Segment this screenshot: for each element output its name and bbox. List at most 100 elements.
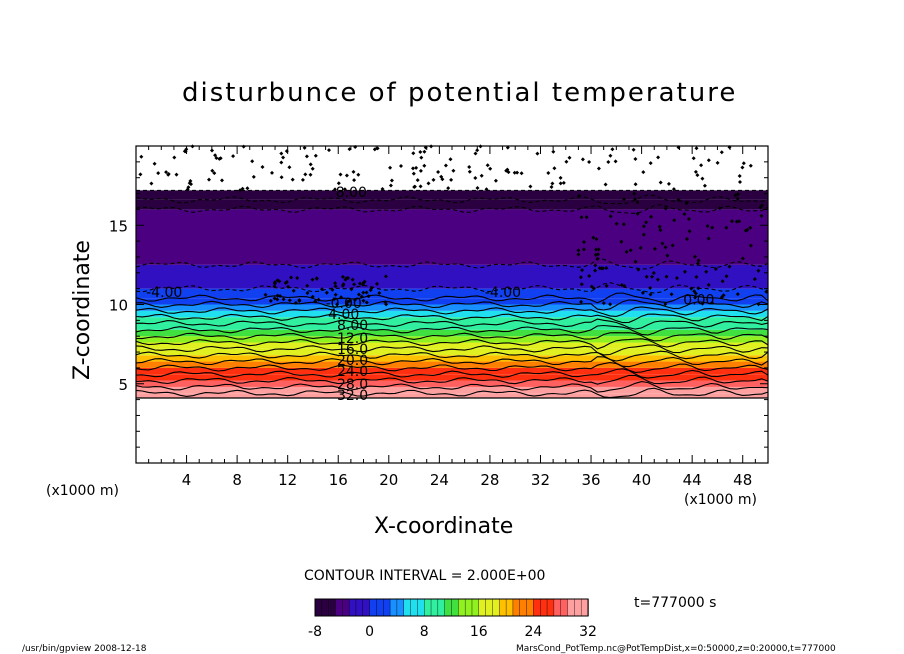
noise-dot: [633, 259, 638, 264]
noise-dot: [359, 294, 364, 299]
noise-dot: [366, 294, 371, 299]
contour-line: [135, 344, 769, 356]
noise-dot: [652, 246, 657, 251]
colorbar-cell: [369, 598, 378, 617]
noise-dot: [291, 288, 296, 293]
noise-dot: [324, 290, 329, 295]
noise-dot: [614, 221, 619, 226]
noise-dot: [250, 159, 255, 164]
noise-dot: [591, 286, 596, 291]
x-tick-label: 28: [480, 471, 499, 489]
noise-dot: [635, 200, 640, 205]
contour-line: [135, 381, 769, 393]
noise-dot: [748, 163, 753, 168]
noise-dot: [735, 292, 740, 297]
noise-dot: [603, 182, 608, 187]
noise-dot: [284, 149, 289, 154]
noise-dot: [361, 282, 365, 287]
noise-dot: [580, 268, 585, 273]
colorbar-cell: [424, 598, 432, 617]
noise-dot: [287, 165, 292, 170]
x-unit-right: (x1000 m): [684, 492, 757, 508]
y-tick-label: 5: [118, 376, 128, 394]
noise-dot: [704, 269, 709, 274]
noise-dot: [613, 159, 618, 164]
noise-dot: [436, 170, 441, 174]
colorbar-cell: [417, 598, 425, 617]
noise-dot: [313, 153, 318, 158]
noise-dot: [663, 302, 668, 307]
noise-dot: [693, 254, 697, 259]
contour-line: [135, 324, 769, 336]
noise-dot: [356, 292, 361, 297]
noise-dot: [578, 275, 583, 280]
colorbar-cell: [540, 598, 548, 617]
noise-dot: [558, 175, 563, 180]
noise-dot: [344, 173, 349, 178]
noise-dot: [388, 183, 393, 188]
contour-line: [135, 292, 769, 304]
x-tick-label: 48: [733, 471, 752, 489]
colorbar-cell: [492, 598, 500, 617]
noise-dot: [332, 297, 336, 302]
noise-dot: [210, 148, 214, 153]
noise-dot: [561, 180, 566, 185]
noise-dot: [756, 268, 761, 273]
noise-dot: [721, 293, 726, 298]
noise-dot: [310, 294, 315, 299]
noise-dot: [550, 181, 555, 186]
noise-dot: [368, 288, 373, 293]
colorbar-tick-label: 8: [420, 624, 429, 640]
noise-dot: [608, 153, 613, 158]
noise-dot: [279, 160, 284, 165]
noise-dot: [364, 290, 369, 295]
contour-line: [135, 332, 769, 342]
noise-dot: [333, 281, 338, 286]
noise-dot: [587, 274, 592, 278]
noise-dot: [694, 275, 699, 279]
contour-label: 0.00: [683, 293, 714, 309]
noise-dot: [589, 284, 594, 289]
noise-dot: [700, 301, 705, 306]
y-tick-label: 15: [109, 217, 128, 235]
noise-dot: [584, 215, 589, 220]
colorbar: -8 0 8 16 24 32: [308, 598, 597, 640]
field-band: [136, 329, 768, 337]
colorbar-cell: [580, 598, 589, 617]
noise-dot: [479, 173, 484, 178]
noise-dot: [272, 280, 277, 285]
noise-dot: [567, 155, 572, 160]
noise-dot: [186, 185, 191, 190]
colorbar-cell: [403, 598, 412, 617]
noise-dot: [139, 154, 144, 159]
noise-dot: [214, 156, 219, 160]
contour-line: [135, 318, 769, 330]
contour-label: 12.0: [337, 331, 368, 347]
noise-dot: [594, 247, 598, 252]
noise-dot: [451, 168, 456, 173]
contour-label: 4.00: [328, 307, 359, 323]
noise-dot: [710, 300, 714, 305]
field-band: [136, 310, 768, 318]
noise-dot: [251, 174, 256, 179]
noise-dot: [648, 292, 653, 297]
noise-dot: [727, 264, 732, 269]
noise-dot: [631, 147, 636, 152]
noise-dot: [290, 177, 295, 182]
noise-dot: [604, 266, 609, 270]
noise-dot: [352, 282, 357, 287]
noise-dot: [644, 220, 649, 225]
noise-dot: [277, 279, 282, 284]
noise-dot: [431, 177, 436, 182]
noise-dot: [577, 193, 582, 198]
colorbar-tick-label: 0: [365, 624, 374, 640]
field-band: [136, 298, 768, 305]
noise-dot: [608, 214, 613, 219]
noise-dot: [764, 289, 769, 294]
noise-dot: [380, 187, 385, 191]
contour-label: 8.00: [336, 185, 367, 201]
noise-dot: [564, 159, 569, 164]
noise-dot: [622, 197, 626, 202]
colorbar-cell: [478, 598, 487, 617]
noise-dot: [210, 168, 215, 173]
